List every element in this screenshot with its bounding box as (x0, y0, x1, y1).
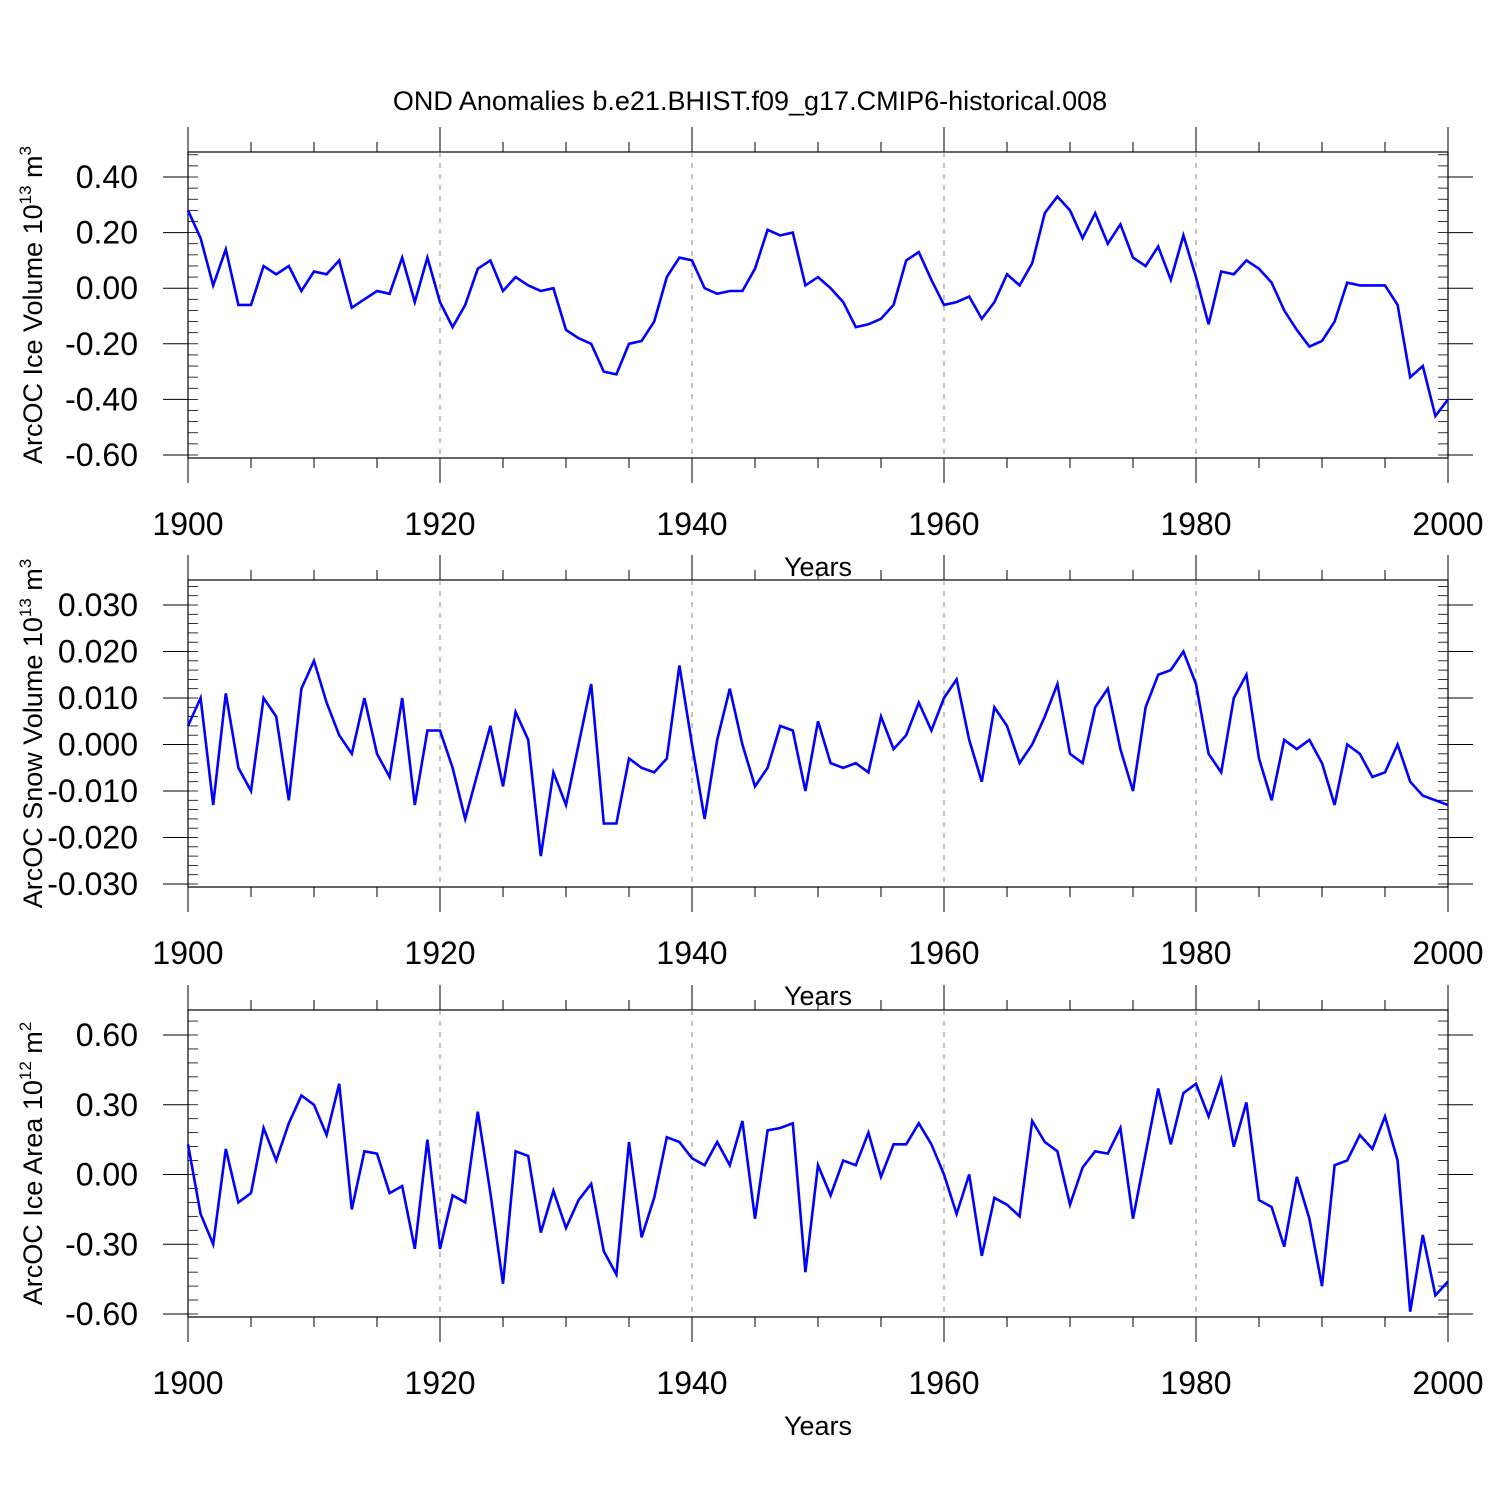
y-tick-label: -0.30 (65, 1226, 138, 1262)
plot-frame (187, 151, 1449, 459)
x-tick-label: 1920 (404, 1365, 475, 1401)
y-tick-label: 0.030 (58, 587, 138, 623)
y-tick-label: 0.60 (76, 1017, 138, 1053)
x-tick-label: 1980 (1160, 506, 1231, 542)
x-tick-label: 1900 (152, 935, 223, 971)
x-tick-label: 1900 (152, 1365, 223, 1401)
y-tick-label: -0.40 (65, 381, 138, 417)
x-tick-label: 1940 (656, 935, 727, 971)
x-tick-label: 1960 (908, 1365, 979, 1401)
y-tick-label: -0.20 (65, 326, 138, 362)
y-tick-label: 0.40 (76, 159, 138, 195)
x-tick-label: 1920 (404, 506, 475, 542)
x-tick-label: 1980 (1160, 1365, 1231, 1401)
x-axis-label: Years (784, 1411, 852, 1441)
x-tick-label: 1920 (404, 935, 475, 971)
x-tick-label: 2000 (1412, 506, 1483, 542)
figure-title: OND Anomalies b.e21.BHIST.f09_g17.CMIP6-… (393, 86, 1107, 116)
plot-frame (187, 579, 1449, 888)
y-tick-label: 0.00 (76, 270, 138, 306)
x-tick-label: 1940 (656, 506, 727, 542)
y-axis-label: ArcOC Snow Volume 1013 m3 (16, 559, 48, 909)
y-tick-label: -0.020 (47, 820, 138, 856)
y-tick-label: -0.60 (65, 437, 138, 473)
x-tick-label: 1980 (1160, 935, 1231, 971)
x-tick-label: 1940 (656, 1365, 727, 1401)
y-tick-label: -0.030 (47, 866, 138, 902)
chart-panel-2: 0.030 0.020 0.010 0.000 -0.010 -0.020 -0.030 19… (16, 555, 1484, 1011)
y-tick-label: 0.20 (76, 215, 138, 251)
y-tick-label: 0.30 (76, 1087, 138, 1123)
chart-panel-1: 0.40 0.20 0.00 -0.20 -0.40 -0.60 1900 1920 1940 1… (16, 127, 1484, 582)
y-axis-label: ArcOC Ice Volume 1013 m3 (16, 146, 48, 464)
x-tick-label: 2000 (1412, 935, 1483, 971)
y-tick-label: 0.010 (58, 680, 138, 716)
x-tick-label: 1900 (152, 506, 223, 542)
x-tick-label: 2000 (1412, 1365, 1483, 1401)
x-tick-label: 1960 (908, 506, 979, 542)
y-axis-label: ArcOC Ice Area 1012 m2 (16, 1022, 48, 1306)
y-tick-label: 0.020 (58, 634, 138, 670)
y-tick-label: -0.60 (65, 1296, 138, 1332)
series-line (186, 194, 1450, 420)
x-tick-label: 1960 (908, 935, 979, 971)
y-tick-label: -0.010 (47, 773, 138, 809)
chart-panel-3: 0.60 0.30 0.00 -0.30 -0.60 1900 1920 1940 1960 19… (16, 985, 1484, 1441)
y-tick-label: 0.000 (58, 727, 138, 763)
series-line (186, 648, 1449, 857)
y-tick-label: 0.00 (76, 1157, 138, 1193)
series-line (186, 1074, 1449, 1312)
